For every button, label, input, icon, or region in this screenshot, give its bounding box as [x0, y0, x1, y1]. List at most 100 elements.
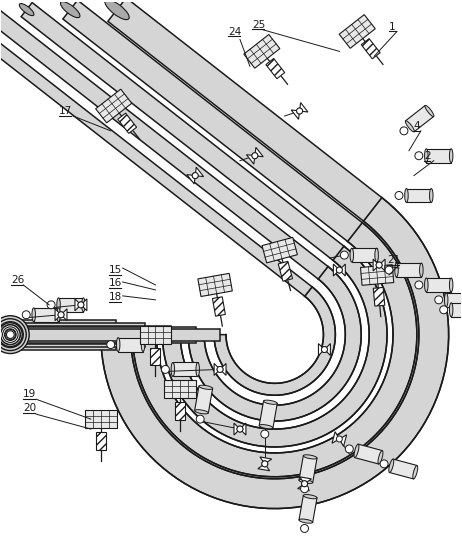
Ellipse shape — [196, 362, 200, 377]
Polygon shape — [9, 320, 116, 350]
Ellipse shape — [0, 324, 20, 345]
Polygon shape — [151, 348, 160, 366]
Ellipse shape — [192, 172, 198, 178]
Ellipse shape — [237, 426, 243, 432]
Ellipse shape — [32, 308, 36, 322]
Ellipse shape — [161, 366, 170, 373]
Ellipse shape — [19, 3, 34, 15]
Ellipse shape — [340, 251, 348, 259]
Polygon shape — [213, 297, 225, 316]
Text: 21: 21 — [387, 255, 400, 265]
Ellipse shape — [261, 430, 269, 438]
Ellipse shape — [322, 346, 328, 352]
Ellipse shape — [345, 445, 353, 453]
Polygon shape — [266, 59, 285, 79]
Ellipse shape — [376, 262, 382, 268]
Polygon shape — [340, 264, 345, 276]
Polygon shape — [163, 246, 387, 447]
Polygon shape — [259, 401, 277, 428]
Polygon shape — [9, 327, 196, 343]
Ellipse shape — [304, 455, 317, 459]
Ellipse shape — [263, 400, 277, 404]
Ellipse shape — [58, 312, 64, 318]
Polygon shape — [118, 338, 143, 351]
Polygon shape — [55, 309, 61, 321]
Ellipse shape — [217, 366, 223, 372]
Polygon shape — [63, 0, 362, 242]
Ellipse shape — [450, 149, 453, 163]
Ellipse shape — [444, 293, 448, 307]
Polygon shape — [164, 380, 196, 398]
Polygon shape — [240, 423, 246, 435]
Polygon shape — [220, 363, 226, 376]
Text: 20: 20 — [23, 403, 36, 413]
Ellipse shape — [0, 325, 20, 344]
Ellipse shape — [350, 248, 353, 262]
Text: 25: 25 — [252, 20, 265, 30]
Ellipse shape — [302, 481, 308, 487]
Ellipse shape — [419, 263, 423, 277]
Polygon shape — [300, 477, 311, 484]
Polygon shape — [446, 293, 462, 307]
Ellipse shape — [378, 451, 383, 464]
Ellipse shape — [375, 248, 378, 262]
Ellipse shape — [405, 188, 408, 203]
Ellipse shape — [430, 188, 433, 203]
Polygon shape — [140, 326, 171, 344]
Ellipse shape — [105, 0, 129, 20]
Ellipse shape — [5, 329, 16, 340]
Polygon shape — [96, 89, 132, 123]
Text: 15: 15 — [109, 265, 122, 275]
Polygon shape — [324, 344, 330, 356]
Polygon shape — [262, 237, 298, 263]
Text: 24: 24 — [228, 26, 241, 36]
Polygon shape — [176, 402, 185, 420]
Ellipse shape — [336, 436, 342, 442]
Ellipse shape — [450, 303, 453, 317]
Polygon shape — [75, 299, 81, 311]
Polygon shape — [118, 113, 137, 133]
Ellipse shape — [58, 312, 64, 318]
Ellipse shape — [425, 149, 428, 163]
Polygon shape — [61, 309, 67, 321]
Ellipse shape — [405, 121, 414, 132]
Ellipse shape — [57, 298, 60, 312]
Polygon shape — [318, 344, 324, 356]
Text: 2: 2 — [424, 151, 431, 161]
Polygon shape — [278, 261, 292, 281]
Ellipse shape — [425, 278, 428, 292]
Polygon shape — [173, 362, 198, 377]
Polygon shape — [21, 3, 344, 260]
Ellipse shape — [425, 105, 434, 116]
Polygon shape — [339, 15, 375, 48]
Polygon shape — [373, 259, 379, 271]
Polygon shape — [451, 303, 462, 317]
Text: 18: 18 — [109, 292, 122, 302]
Polygon shape — [9, 326, 171, 344]
Ellipse shape — [141, 338, 145, 351]
Polygon shape — [34, 308, 59, 322]
Polygon shape — [373, 288, 385, 306]
Polygon shape — [234, 423, 240, 435]
Polygon shape — [96, 432, 106, 450]
Polygon shape — [187, 175, 195, 184]
Polygon shape — [260, 457, 272, 464]
Ellipse shape — [3, 327, 18, 343]
Ellipse shape — [195, 410, 208, 414]
Polygon shape — [108, 0, 382, 221]
Ellipse shape — [301, 485, 309, 492]
Ellipse shape — [6, 330, 14, 339]
Text: 17: 17 — [59, 106, 72, 116]
Ellipse shape — [262, 461, 268, 467]
Ellipse shape — [0, 316, 29, 354]
Polygon shape — [214, 363, 220, 376]
Ellipse shape — [299, 479, 313, 484]
Ellipse shape — [395, 263, 398, 277]
Ellipse shape — [400, 127, 408, 135]
Polygon shape — [198, 273, 232, 296]
Polygon shape — [379, 259, 385, 271]
Text: 1: 1 — [389, 21, 395, 31]
Polygon shape — [298, 484, 310, 491]
Text: 19: 19 — [23, 389, 36, 399]
Ellipse shape — [196, 415, 204, 423]
